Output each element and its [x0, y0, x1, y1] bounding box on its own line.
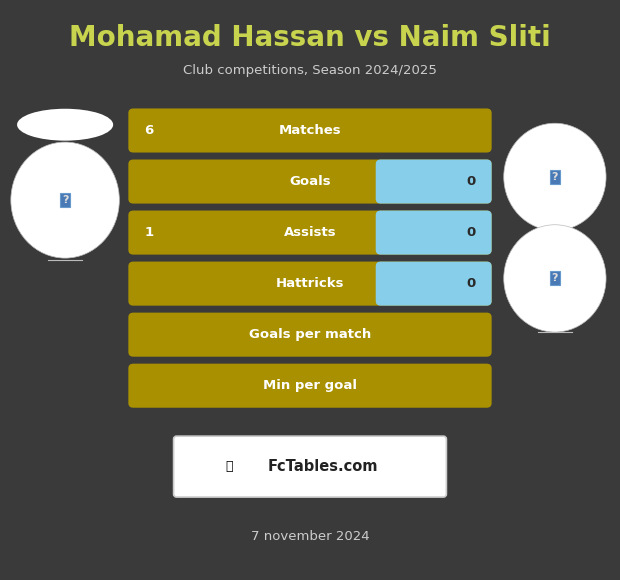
FancyBboxPatch shape	[381, 266, 407, 301]
Text: FcTables.com: FcTables.com	[267, 459, 378, 474]
FancyBboxPatch shape	[174, 436, 446, 497]
FancyBboxPatch shape	[128, 313, 492, 357]
Text: 0: 0	[467, 175, 476, 188]
Text: 6: 6	[144, 124, 153, 137]
Text: ?: ?	[62, 195, 68, 205]
Text: Min per goal: Min per goal	[263, 379, 357, 392]
Text: Goals: Goals	[289, 175, 331, 188]
FancyBboxPatch shape	[128, 262, 492, 306]
Text: Goals per match: Goals per match	[249, 328, 371, 341]
Text: Club competitions, Season 2024/2025: Club competitions, Season 2024/2025	[183, 64, 437, 77]
FancyBboxPatch shape	[128, 211, 492, 255]
FancyBboxPatch shape	[128, 364, 492, 408]
FancyBboxPatch shape	[376, 211, 492, 255]
Text: 7 november 2024: 7 november 2024	[250, 530, 370, 543]
FancyBboxPatch shape	[376, 262, 492, 306]
FancyBboxPatch shape	[381, 215, 407, 250]
Ellipse shape	[503, 224, 606, 332]
Text: 📊: 📊	[226, 461, 233, 473]
Text: 0: 0	[467, 277, 476, 290]
Ellipse shape	[17, 109, 113, 141]
Text: Hattricks: Hattricks	[276, 277, 344, 290]
Text: 1: 1	[144, 226, 153, 239]
Ellipse shape	[503, 124, 606, 231]
Text: ?: ?	[552, 172, 558, 182]
FancyBboxPatch shape	[128, 108, 492, 153]
Ellipse shape	[11, 142, 119, 258]
Text: ?: ?	[552, 273, 558, 284]
Text: Matches: Matches	[278, 124, 342, 137]
Text: Assists: Assists	[284, 226, 336, 239]
Text: Mohamad Hassan vs Naim Sliti: Mohamad Hassan vs Naim Sliti	[69, 24, 551, 52]
Text: 0: 0	[467, 226, 476, 239]
FancyBboxPatch shape	[128, 160, 492, 204]
FancyBboxPatch shape	[376, 160, 492, 204]
FancyBboxPatch shape	[381, 164, 407, 199]
